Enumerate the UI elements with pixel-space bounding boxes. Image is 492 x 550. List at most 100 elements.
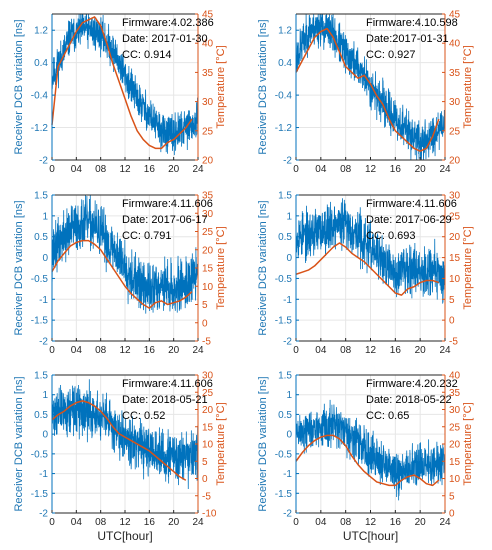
- y-tick-label-right: 5: [449, 491, 455, 502]
- y-tick-label-left: 1.5: [34, 371, 48, 382]
- y-tick-label-right: 40: [449, 39, 461, 50]
- dcb-series-line: [51, 13, 199, 156]
- y-tick-label-right: 15: [202, 422, 214, 433]
- annotation-line: Firmware:4.11.606: [366, 198, 457, 210]
- y-axis-label-right: Temperature [°C]: [462, 45, 474, 128]
- x-tick-label: 08: [95, 164, 107, 175]
- y-tick-label-right: 20: [202, 245, 214, 256]
- temperature-series-line: [51, 239, 193, 309]
- y-tick-label-left: -2: [39, 156, 48, 167]
- x-tick-label: 04: [71, 164, 83, 175]
- annotation-line: CC: 0.52: [122, 410, 165, 422]
- y-axis-label-left: Receiver DCB variation [ns]: [13, 19, 25, 154]
- y-tick-label-left: -2: [39, 509, 48, 520]
- y-tick-label-left: -1: [39, 469, 48, 480]
- annotation-line: CC: 0.914: [122, 49, 172, 61]
- chart-panel: 0 04 08 12 16 20 24-2-1.2-0.40.41.220253035404…: [257, 10, 474, 176]
- x-tick-label: 24: [192, 164, 204, 175]
- chart-panel: 0 04 08 12 16 20 24-2-1.2-0.40.41.220253035404…: [13, 10, 227, 176]
- y-tick-label-left: -1: [283, 469, 292, 480]
- y-tick-label-left: 0.5: [278, 232, 292, 243]
- y-tick-label-left: -1.5: [31, 316, 49, 327]
- x-tick-label: 04: [71, 345, 83, 356]
- y-tick-label-left: 0: [42, 430, 48, 441]
- chart-panel: 0 04 08 12 16 20 24 -2 -1.5 -1 -0.5 0 0.5 1 1.5 -5 0 5 10 1…: [257, 191, 474, 357]
- temperature-series-line: [295, 27, 440, 152]
- y-tick-label-left: 0: [42, 253, 48, 264]
- x-tick-label: 12: [119, 517, 131, 528]
- y-axis-label-right: Temperature [°C]: [215, 45, 227, 128]
- y-tick-label-right: 20: [449, 232, 461, 243]
- y-tick-label-right: 10: [449, 474, 461, 485]
- x-tick-label: 0: [293, 345, 299, 356]
- y-tick-label-left: -1.5: [275, 489, 293, 500]
- annotation-line: Firmware:4.02.386: [122, 17, 214, 29]
- x-tick-label: 08: [95, 345, 107, 356]
- y-axis-label-left: Receiver DCB variation [ns]: [13, 376, 25, 511]
- y-axis-label-left: Receiver DCB variation [ns]: [13, 200, 25, 335]
- y-tick-label-left: -1.2: [275, 123, 293, 134]
- y-tick-label-left: -1.2: [31, 123, 49, 134]
- annotation-line: CC: 0.927: [366, 49, 416, 61]
- x-tick-label: 0: [49, 345, 55, 356]
- annotation-line: Date: 2018-05-21: [122, 394, 208, 406]
- y-tick-label-right: -5: [202, 491, 211, 502]
- x-tick-label: 12: [365, 164, 377, 175]
- y-tick-label-left: -1.5: [275, 316, 293, 327]
- x-tick-label: 08: [95, 517, 107, 528]
- y-tick-label-right: 30: [449, 97, 461, 108]
- y-tick-label-right: 20: [202, 405, 214, 416]
- x-tick-label: 0: [49, 164, 55, 175]
- y-tick-label-left: 1.2: [278, 26, 292, 37]
- y-tick-label-left: -0.5: [31, 274, 49, 285]
- x-tick-label: 16: [144, 517, 156, 528]
- y-tick-label-left: 1: [286, 211, 292, 222]
- x-tick-label: 08: [340, 345, 352, 356]
- x-tick-label: 24: [439, 345, 451, 356]
- y-tick-label-left: -1: [283, 295, 292, 306]
- y-tick-label-left: 1.5: [278, 371, 292, 382]
- y-tick-label-left: -0.5: [275, 449, 293, 460]
- y-tick-label-right: 0: [449, 316, 455, 327]
- y-tick-label-right: 35: [449, 68, 461, 79]
- x-tick-label: 20: [168, 345, 180, 356]
- y-tick-label-left: 0.4: [34, 58, 48, 69]
- y-tick-label-left: -2: [39, 337, 48, 348]
- y-tick-label-right: 40: [202, 39, 214, 50]
- x-tick-label: 12: [119, 164, 131, 175]
- y-tick-label-right: 0: [202, 474, 208, 485]
- x-tick-label: 24: [192, 517, 204, 528]
- x-tick-label: 24: [439, 164, 451, 175]
- annotation-line: Firmware:4.11.606: [122, 378, 213, 390]
- x-tick-label: 12: [119, 345, 131, 356]
- x-tick-label: 04: [315, 164, 327, 175]
- annotation-line: Firmware:4.11.606: [122, 198, 213, 210]
- y-tick-label-right: 10: [202, 440, 214, 451]
- annotation-line: Date: 2017-06-29: [366, 214, 452, 226]
- y-tick-label-right: 10: [449, 274, 461, 285]
- y-tick-label-right: -5: [202, 337, 211, 348]
- x-tick-label: 08: [340, 517, 352, 528]
- y-tick-label-right: -5: [449, 337, 458, 348]
- annotation-line: Firmware:4.20.232: [366, 378, 458, 390]
- y-tick-label-right: 25: [449, 211, 461, 222]
- dcb-series-line: [51, 194, 199, 314]
- chart-panel: 0 04 08 12 16 20 24 -2 -1.5 -1 -0.5 0 0.5 1 1.5 -10 -5 0 5…: [13, 371, 227, 544]
- temperature-series-line: [51, 400, 187, 481]
- y-tick-label-left: -0.5: [275, 274, 293, 285]
- x-tick-label: 04: [315, 517, 327, 528]
- annotation-line: Date: 2018-05-22: [366, 394, 452, 406]
- y-tick-label-left: -1: [39, 295, 48, 306]
- y-axis-label-right: Temperature [°C]: [215, 402, 227, 485]
- y-tick-label-left: -0.4: [275, 91, 293, 102]
- y-tick-label-right: 20: [449, 440, 461, 451]
- y-tick-label-left: -2: [283, 337, 292, 348]
- x-tick-label: 20: [415, 164, 427, 175]
- y-tick-label-right: 35: [449, 388, 461, 399]
- y-tick-label-left: 0.4: [278, 58, 292, 69]
- y-axis-label-left: Receiver DCB variation [ns]: [257, 376, 269, 511]
- annotation-line: CC: 0.791: [122, 230, 172, 242]
- x-tick-label: 12: [365, 517, 377, 528]
- y-tick-label-right: 15: [449, 253, 461, 264]
